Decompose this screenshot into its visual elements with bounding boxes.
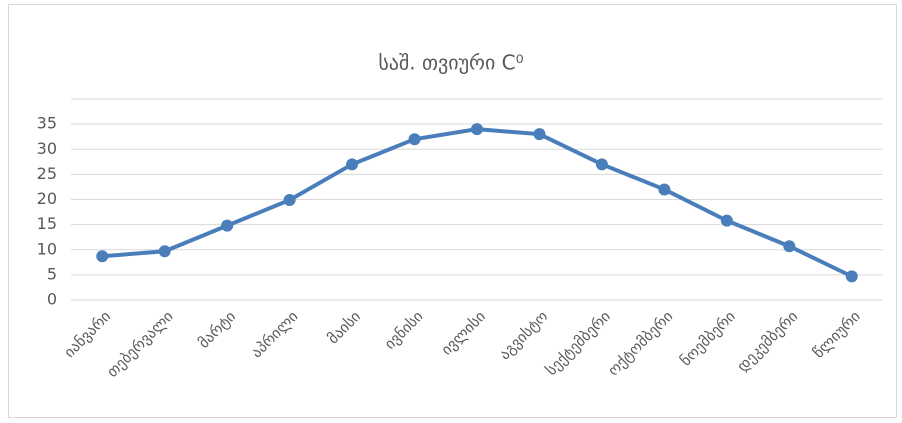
data-point bbox=[221, 219, 234, 232]
y-tick-label: 5 bbox=[47, 264, 57, 283]
y-tick-label: 20 bbox=[37, 189, 57, 208]
data-point bbox=[283, 194, 296, 207]
y-tick-label: 15 bbox=[37, 214, 57, 233]
chart-frame bbox=[8, 4, 897, 418]
data-point bbox=[720, 214, 733, 227]
data-point bbox=[533, 128, 546, 141]
data-point bbox=[595, 158, 608, 171]
y-tick-label: 0 bbox=[47, 290, 57, 309]
y-tick-label: 35 bbox=[37, 114, 57, 133]
y-tick-label: 30 bbox=[37, 139, 57, 158]
data-point bbox=[783, 240, 796, 253]
y-tick-label: 10 bbox=[37, 239, 57, 258]
data-point bbox=[845, 270, 858, 283]
data-point bbox=[471, 123, 483, 136]
data-point bbox=[346, 158, 359, 171]
chart-title: საშ. თვიური C⁰ bbox=[378, 51, 523, 75]
y-tick-label: 25 bbox=[37, 164, 57, 183]
data-point bbox=[158, 245, 171, 258]
data-point bbox=[96, 250, 109, 263]
data-point bbox=[408, 133, 421, 146]
data-point bbox=[658, 183, 671, 196]
